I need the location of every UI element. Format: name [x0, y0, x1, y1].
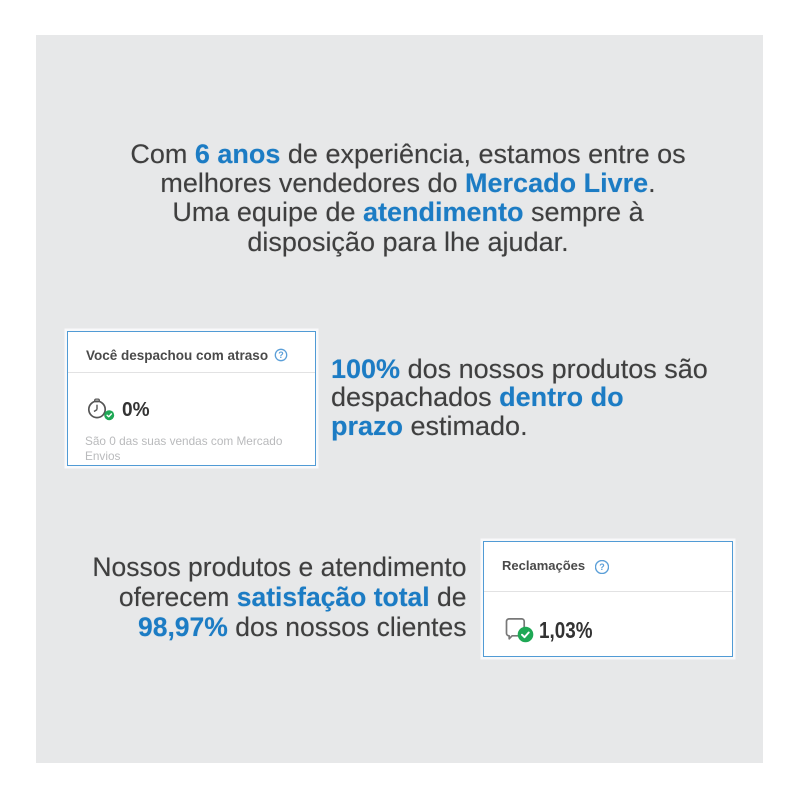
svg-text:?: ? [599, 562, 605, 572]
svg-text:?: ? [278, 350, 284, 360]
